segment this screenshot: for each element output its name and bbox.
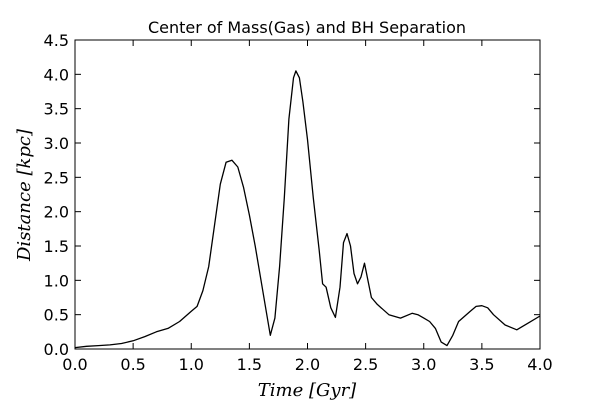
x-tick-label: 4.0 [527, 355, 552, 374]
x-tick-label: 2.5 [353, 355, 378, 374]
y-tick-label: 3.5 [44, 100, 69, 119]
x-axis-label: Time [Gyr] [258, 380, 357, 400]
series-line [74, 70, 541, 349]
x-tick-label: 3.5 [469, 355, 494, 374]
x-tick-label: 0.0 [62, 355, 87, 374]
x-ticks: 0.0 0.5 1.0 1.5 2.0 2.5 3.0 3.5 4.0 [62, 40, 553, 374]
y-axis-label: Distance [kpc] [14, 128, 35, 262]
chart-title: Center of Mass(Gas) and BH Separation [148, 18, 466, 37]
x-tick-label: 2.0 [295, 355, 320, 374]
x-tick-label: 1.0 [179, 355, 204, 374]
y-tick-label: 4.5 [44, 31, 69, 50]
x-tick-label: 3.0 [411, 355, 436, 374]
x-tick-label: 1.5 [237, 355, 262, 374]
plot-frame [74, 39, 541, 350]
y-tick-label: 0.0 [44, 340, 69, 359]
y-tick-label: 3.0 [44, 134, 69, 153]
x-tick-label: 0.5 [120, 355, 145, 374]
y-tick-label: 2.5 [44, 168, 69, 187]
y-tick-label: 1.0 [44, 271, 69, 290]
y-tick-label: 1.5 [44, 237, 69, 256]
y-ticks: 0.0 0.5 1.0 1.5 2.0 2.5 3.0 3.5 4.0 4.5 [44, 31, 540, 359]
y-tick-label: 2.0 [44, 203, 69, 222]
plot-area: 0.0 0.5 1.0 1.5 2.0 2.5 3.0 3.5 4.0 0.0 0.5 1.0 1.5… [44, 31, 553, 374]
y-tick-label: 0.5 [44, 306, 69, 325]
y-tick-label: 4.0 [44, 65, 69, 84]
